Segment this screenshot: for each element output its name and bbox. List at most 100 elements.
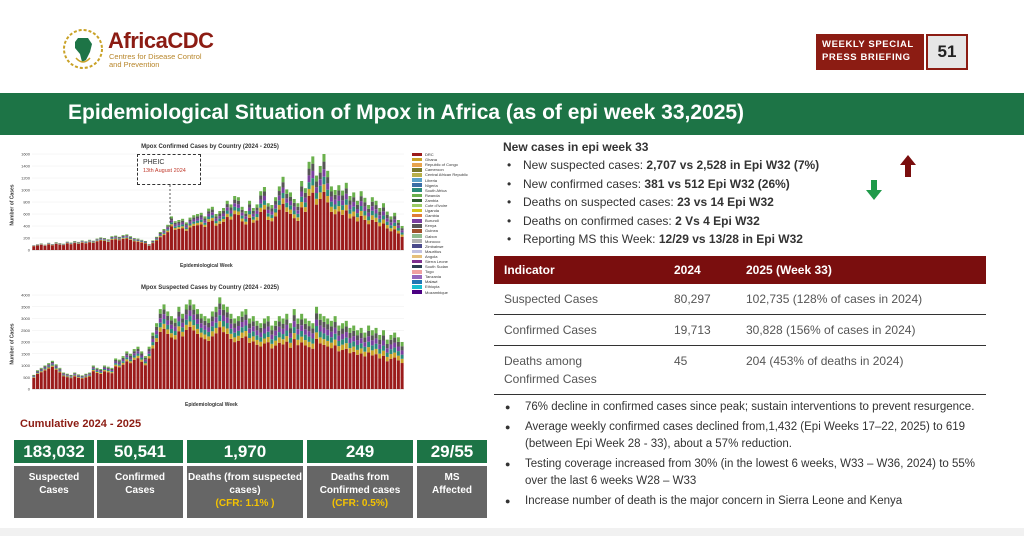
bar-segment [173,229,177,250]
bar-segment [84,375,88,377]
legend-swatch [412,234,422,238]
stat-label: Deaths from Confirmed cases (CFR: 0.5%) [307,466,413,518]
bar-segment [147,346,151,350]
bar-segment [151,342,155,346]
bar-segment [359,210,363,216]
bar-segment [244,216,248,220]
bar-segment [225,312,229,318]
legend-item: Zambia [412,198,490,203]
bar-segment [76,377,80,389]
bar-segment [158,331,162,389]
legend-swatch [412,213,422,218]
list-item: • Deaths on confirmed cases: 2 Vs 4 Epi W… [507,213,760,228]
bar-segment [248,200,252,205]
bar-segment [65,374,69,376]
bar-segment [125,353,129,356]
bar-segment [125,351,129,354]
legend-label: Burundi [425,218,439,224]
bar-segment [274,212,278,217]
bar-segment [181,313,185,319]
bar-segment [292,309,296,316]
bar-segment [266,209,270,214]
list-item: ● Average weekly confirmed cases declined… [503,419,993,453]
bar-segment [248,217,252,250]
y-tick-label: 1600 [21,152,31,157]
bar-segment [140,353,144,356]
bar [374,327,378,389]
bar-segment [337,335,341,341]
confirmed-chart-ylabel: Number of Cases [9,184,16,226]
bar [370,330,374,389]
logo-text: AfricaCDC [108,28,214,53]
bar-segment [73,375,77,377]
bar-segment [359,206,363,211]
bar-segment [121,361,125,363]
stat-cfr: (CFR: 1.1% ) [215,498,275,509]
bar-segment [143,359,147,362]
bar [240,311,244,389]
bar [121,356,125,389]
bar-segment [326,189,330,196]
bar-segment [125,234,129,236]
stat-confirmed: 50,541 Confirmed Cases [97,440,183,518]
bar-segment [240,311,244,317]
bar [303,318,307,389]
bar-segment [32,376,36,378]
bar-segment [147,353,151,357]
bar-segment [129,239,133,250]
bar-segment [65,243,69,250]
bar-segment [352,216,356,250]
bar [199,212,203,250]
table-cell: 80,297 [664,284,736,315]
bar-segment [244,224,248,250]
bar-segment [36,372,40,374]
bar-segment [389,353,393,359]
bar-segment [114,237,118,239]
bar-segment [378,348,382,354]
bar-segment [270,325,274,331]
bar-segment [348,200,352,205]
bar-segment [210,206,214,210]
bar-segment [274,201,278,205]
bar-segment [352,211,356,217]
stat-value: 50,541 [97,440,183,463]
bar-segment [102,367,106,369]
bar-segment [58,370,62,372]
bar-segment [95,238,99,240]
bar-segment [333,345,337,389]
bar-segment [315,338,319,389]
bar-segment [132,239,136,240]
bar [43,244,47,250]
bar-segment [281,176,285,183]
bar-segment [307,326,311,332]
bar-segment [214,312,218,318]
bar-segment [102,365,106,367]
y-tick-label: 600 [23,212,30,217]
bar-segment [214,214,218,217]
bar-segment [140,242,144,243]
legend-item: Togo [412,269,490,274]
bar-segment [151,240,155,241]
press-briefing-badge: WEEKLY SPECIAL PRESS BRIEFING 51 [816,34,968,70]
bar-segment [106,240,110,242]
bar-segment [236,316,240,322]
bar-segment [140,361,144,389]
bar-segment [311,338,315,344]
bar-segment [140,240,144,242]
bar [381,203,385,250]
bar [207,318,211,389]
bar-segment [50,361,54,364]
bar-segment [374,221,378,250]
legend-swatch [412,173,422,177]
bar [344,320,348,389]
bar-segment [69,375,73,377]
bar-segment [341,209,345,215]
bar-segment [218,213,222,217]
bar [281,318,285,389]
bar [181,313,185,389]
bar-segment [36,370,40,372]
bar-segment [50,364,54,366]
bar-segment [341,339,345,345]
bar-segment [396,233,400,250]
bar-segment [95,239,99,240]
